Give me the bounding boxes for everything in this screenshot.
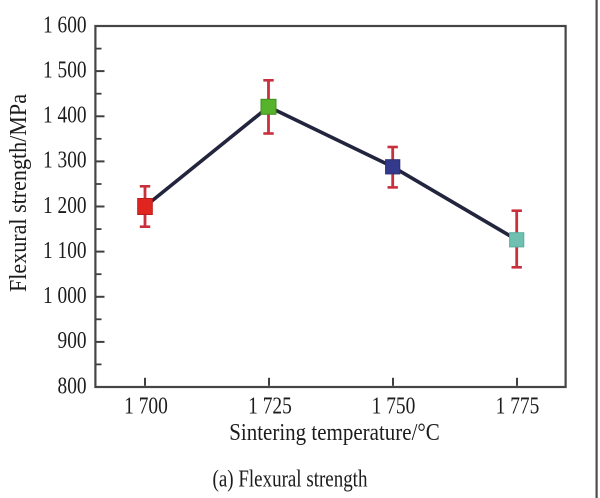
svg-text:1 100: 1 100 — [43, 237, 87, 263]
svg-text:1 400: 1 400 — [43, 102, 87, 128]
svg-text:1 300: 1 300 — [43, 147, 87, 173]
svg-text:900: 900 — [58, 327, 87, 353]
svg-text:1 775: 1 775 — [496, 392, 540, 418]
svg-text:1 700: 1 700 — [124, 392, 168, 418]
svg-text:1 725: 1 725 — [248, 392, 292, 418]
svg-text:Sintering temperature/°C: Sintering temperature/°C — [229, 419, 440, 446]
svg-text:800: 800 — [58, 372, 87, 398]
svg-text:1 200: 1 200 — [43, 192, 87, 218]
svg-text:1 600: 1 600 — [43, 11, 87, 37]
svg-text:1 750: 1 750 — [372, 392, 416, 418]
svg-text:1 500: 1 500 — [43, 56, 87, 82]
svg-text:Flexural strength/MPa: Flexural strength/MPa — [4, 94, 31, 292]
svg-text:(a) Flexural strength: (a) Flexural strength — [213, 465, 368, 492]
svg-text:1 000: 1 000 — [43, 282, 87, 308]
